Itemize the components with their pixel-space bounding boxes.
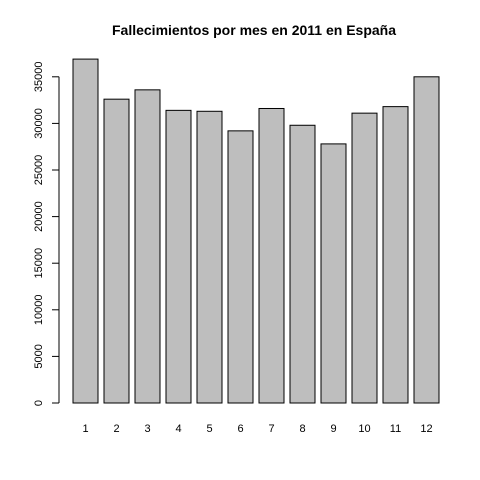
y-tick-label: 25000 bbox=[33, 155, 45, 186]
y-tick-label: 0 bbox=[33, 400, 45, 406]
bar-12 bbox=[413, 76, 440, 404]
y-tick-label: 10000 bbox=[33, 295, 45, 326]
bar-8 bbox=[289, 124, 316, 404]
x-tick-label: 2 bbox=[113, 423, 119, 435]
bar-6 bbox=[227, 130, 254, 404]
x-axis-labels: 1 2 3 4 5 6 7 8 9 10 11 12 bbox=[82, 423, 432, 435]
x-tick-label: 3 bbox=[144, 423, 150, 435]
x-tick-label: 11 bbox=[390, 423, 401, 435]
x-tick-label: 10 bbox=[358, 423, 370, 435]
x-tick-label: 5 bbox=[206, 423, 212, 435]
y-tick-label: 5000 bbox=[33, 344, 45, 368]
bar-1 bbox=[72, 58, 99, 404]
x-tick-label: 1 bbox=[82, 423, 88, 435]
y-tick-label: 30000 bbox=[33, 108, 45, 139]
x-tick-label: 6 bbox=[237, 423, 243, 435]
bar-4 bbox=[165, 109, 192, 404]
chart-title: Fallecimientos por mes en 2011 en España bbox=[112, 22, 396, 38]
y-tick-label: 15000 bbox=[33, 248, 45, 279]
bar-9 bbox=[320, 143, 347, 404]
x-tick-label: 7 bbox=[268, 423, 274, 435]
x-tick-label: 9 bbox=[330, 423, 336, 435]
x-tick-label: 12 bbox=[420, 423, 432, 435]
y-tick-label: 20000 bbox=[33, 201, 45, 232]
bar-2 bbox=[103, 98, 130, 404]
bar-7 bbox=[258, 107, 285, 404]
bar-11 bbox=[382, 106, 409, 404]
bar-5 bbox=[196, 110, 223, 404]
y-axis: 0 5000 10000 15000 20000 25000 30000 35000 bbox=[33, 62, 60, 406]
bar-3 bbox=[134, 89, 161, 404]
y-tick-label: 35000 bbox=[33, 62, 45, 93]
x-tick-label: 4 bbox=[175, 423, 181, 435]
bars-group bbox=[72, 58, 440, 404]
x-tick-label: 8 bbox=[299, 423, 305, 435]
bar-10 bbox=[351, 112, 378, 404]
